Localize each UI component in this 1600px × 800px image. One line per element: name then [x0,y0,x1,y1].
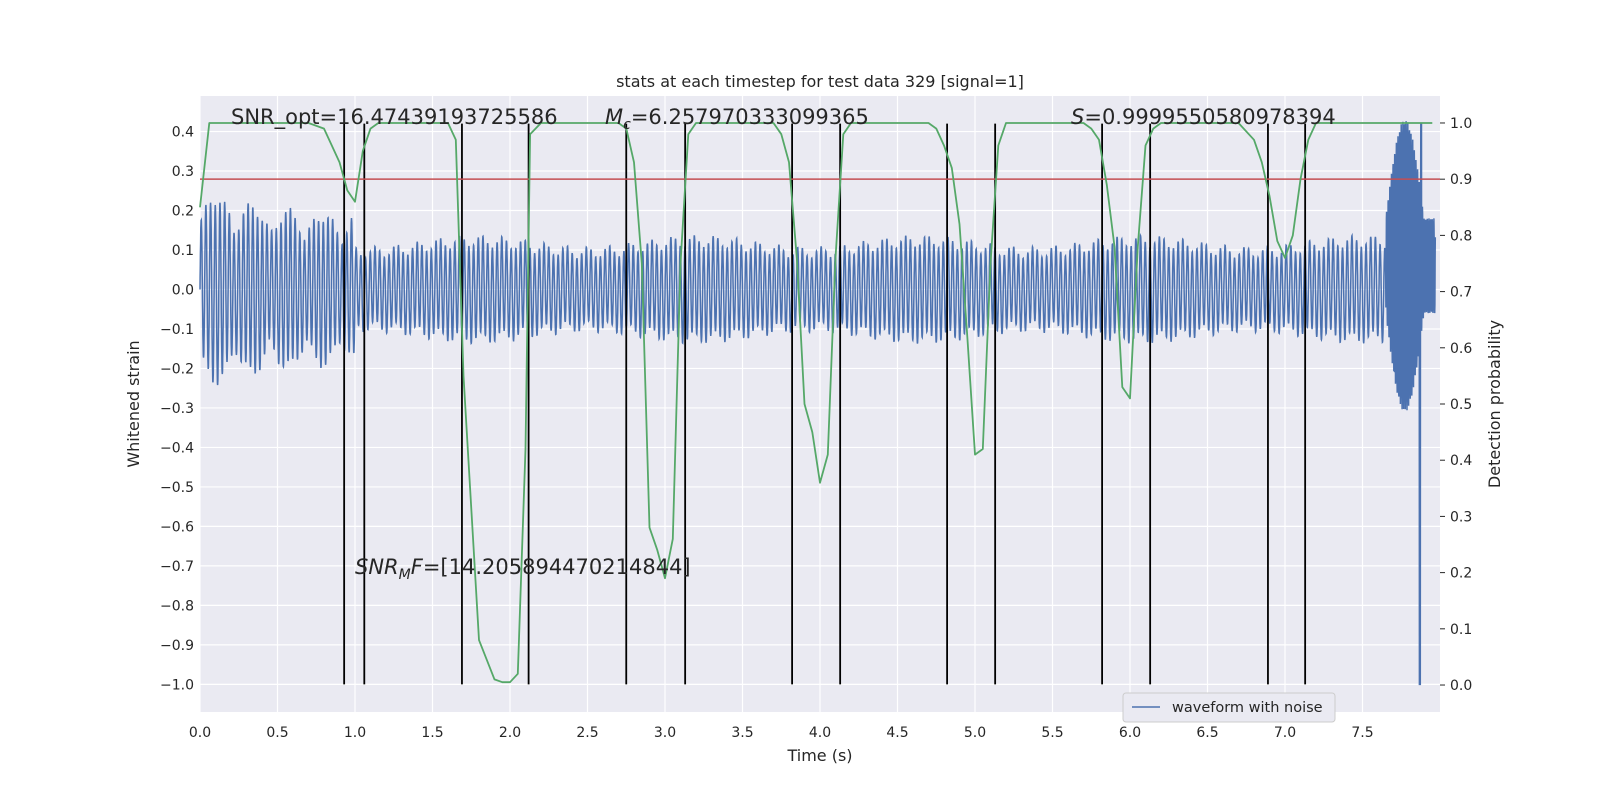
x-axis-label: Time (s) [786,746,852,765]
x-tick-label: 2.5 [576,725,598,741]
y-axis-ticks: 0.4 0.3 0.2 0.1 0.0 −0.1 −0.2 −0.3 −0.4 −0.5 −0.6 −… [160,125,194,694]
x-tick-label: 6.5 [1196,725,1218,741]
y-tick-label: −0.6 [160,519,194,535]
y2-tick-label: 0.2 [1450,566,1472,582]
y-tick-label: 0.0 [172,282,194,298]
waveform-line [199,121,1437,686]
y-tick-label: −0.9 [160,638,194,654]
y-tick-label: −0.8 [160,598,194,614]
y-tick-label: 0.4 [172,125,194,141]
y-tick-label: −0.4 [160,440,194,456]
snr-mf-value: =[14.205894470214844] [423,555,691,579]
x-tick-label: 7.0 [1274,725,1296,741]
x-tick-label: 1.0 [344,725,366,741]
y-tick-label: −1.0 [160,677,194,693]
x-tick-label: 2.0 [499,725,521,741]
chirp-mass-subscript: c [623,117,631,133]
x-axis-ticks: 0.0 0.5 1.0 1.5 2.0 2.5 3.0 3.5 4.0 4.5 5.0 5.5 6.0 6… [189,725,1374,741]
x-tick-label: 7.5 [1351,725,1373,741]
y2-tick-label: 0.4 [1450,453,1472,469]
y-tick-label: 0.1 [172,243,194,259]
x-tick-label: 5.5 [1041,725,1063,741]
x-tick-label: 0.5 [266,725,288,741]
x-tick-label: 0.0 [189,725,211,741]
x-tick-label: 5.0 [964,725,986,741]
snr-mf-symbol: SNR [355,555,399,579]
y-tick-label: −0.5 [160,480,194,496]
x-tick-label: 1.5 [421,725,443,741]
s-value: =0.9999550580978394 [1084,105,1335,129]
y-tick-label: −0.2 [160,361,194,377]
y-axis-label: Whitened strain [124,340,143,467]
x-tick-label: 4.0 [809,725,831,741]
y2-tick-label: 0.7 [1450,285,1472,301]
chirp-mass-symbol: M [605,105,623,129]
x-tick-label: 4.5 [886,725,908,741]
chart-title: stats at each timestep for test data 329… [616,72,1024,91]
legend-box [1122,692,1336,723]
legend: waveform with noise [1122,692,1336,723]
y2-tick-label: 0.1 [1450,622,1472,638]
s-annotation: S=0.9999550580978394 [1071,105,1336,129]
y2-tick-label: 0.9 [1450,172,1472,188]
x-tick-label: 3.0 [654,725,676,741]
y2-axis-ticks: 1.0 0.9 0.8 0.7 0.6 0.5 0.4 0.3 0.2 0.1 0.0 [1440,116,1472,694]
waveform-series [199,121,1437,686]
snr-mf-subscript: M [399,567,411,583]
y2-tick-label: 0.5 [1450,397,1472,413]
probability-series [199,122,1433,684]
y-tick-label: −0.3 [160,401,194,417]
x-tick-label: 6.0 [1119,725,1141,741]
y2-axis-label: Detection probability [1485,320,1504,488]
probability-line [199,122,1433,684]
y2-tick-label: 0.0 [1450,678,1472,694]
snr-opt-annotation: SNR_opt=16.47439193725586 [231,105,558,130]
y2-tick-label: 0.3 [1450,509,1472,525]
y-tick-label: −0.1 [160,322,194,338]
chirp-mass-annotation: Mc=6.257970333099365 [605,105,869,133]
y-tick-label: −0.7 [160,559,194,575]
y-tick-label: 0.2 [172,204,194,220]
y2-tick-label: 1.0 [1450,116,1472,132]
y-tick-label: 0.3 [172,164,194,180]
legend-label: waveform with noise [1172,700,1323,716]
x-tick-label: 3.5 [731,725,753,741]
s-symbol: S [1071,105,1084,129]
y2-tick-label: 0.6 [1450,341,1472,357]
y2-tick-label: 0.8 [1450,228,1472,244]
chirp-mass-value: =6.257970333099365 [631,105,869,129]
snr-mf-f: F [411,555,424,579]
snr-mf-annotation: SNRMF=[14.205894470214844] [355,555,691,583]
